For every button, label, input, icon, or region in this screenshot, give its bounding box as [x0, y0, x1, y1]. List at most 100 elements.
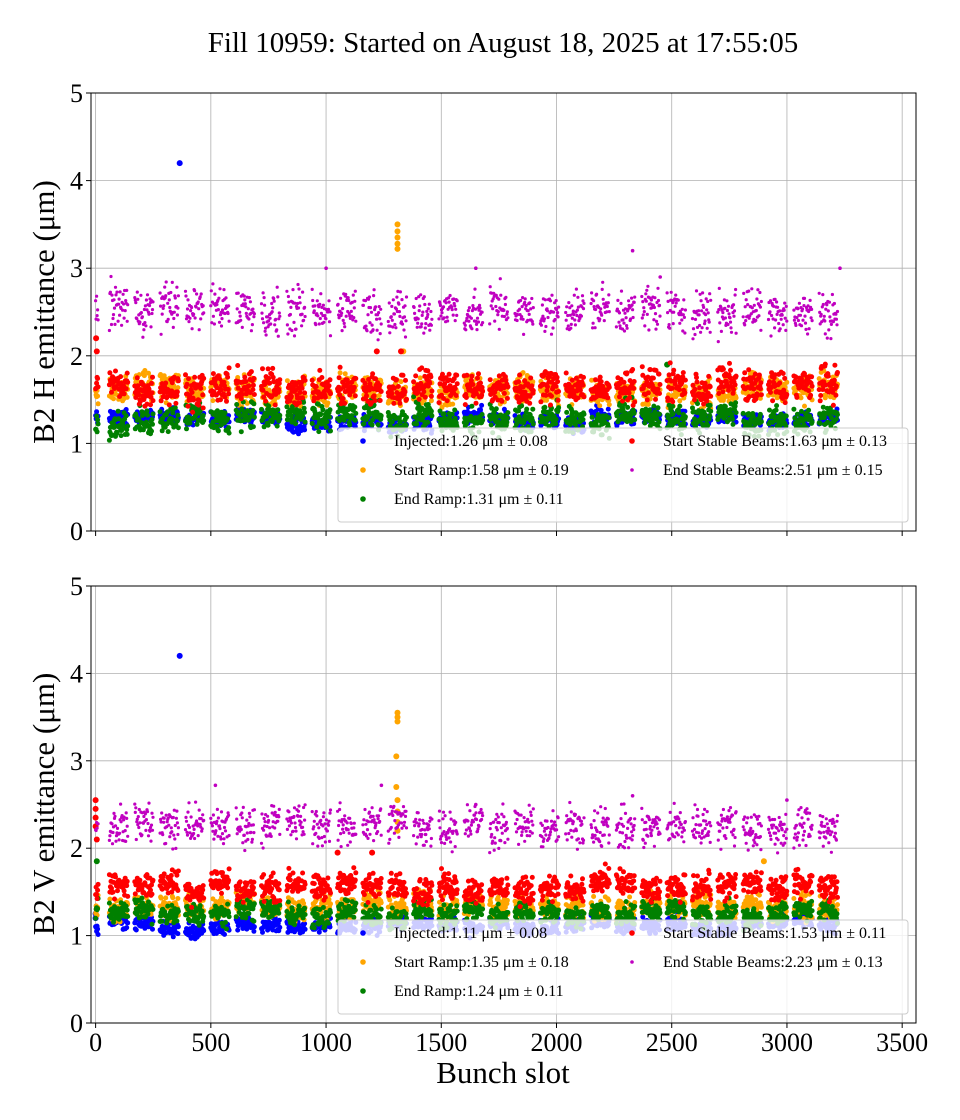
- data-point: [202, 311, 206, 315]
- data-point: [448, 293, 452, 298]
- data-point: [758, 392, 764, 398]
- data-point: [404, 396, 409, 402]
- data-point: [452, 407, 458, 413]
- data-point: [375, 328, 379, 332]
- data-point: [247, 317, 251, 321]
- data-point: [276, 295, 280, 299]
- data-point: [225, 386, 231, 392]
- data-point: [95, 421, 101, 427]
- data-point: [125, 423, 131, 429]
- data-point: [139, 311, 143, 315]
- data-point: [378, 332, 382, 336]
- data-point: [439, 314, 443, 318]
- data-point: [303, 314, 307, 319]
- data-point: [527, 312, 531, 316]
- data-point: [159, 304, 163, 308]
- data-point: [806, 388, 812, 394]
- data-point: [467, 319, 471, 323]
- data-point: [368, 321, 372, 325]
- data-point: [416, 321, 420, 325]
- data-point: [632, 399, 638, 405]
- data-point: [114, 293, 118, 297]
- data-point: [453, 319, 457, 323]
- data-point: [220, 308, 225, 312]
- data-point: [344, 292, 348, 296]
- data-point: [138, 320, 142, 324]
- data-point: [549, 393, 554, 399]
- data-point: [192, 312, 196, 316]
- outlier-point: [93, 335, 100, 342]
- data-point: [481, 321, 485, 325]
- data-point: [702, 412, 708, 418]
- data-point: [818, 393, 824, 398]
- data-point: [682, 377, 688, 383]
- data-point: [321, 303, 325, 307]
- data-point: [653, 396, 658, 402]
- data-point: [606, 415, 612, 421]
- data-point: [545, 384, 550, 390]
- data-point: [580, 417, 586, 422]
- data-point: [159, 332, 163, 336]
- data-point: [161, 306, 165, 310]
- data-point: [347, 298, 351, 303]
- data-point: [226, 425, 232, 431]
- data-point: [277, 311, 281, 315]
- data-point: [757, 411, 763, 417]
- data-point: [758, 419, 764, 425]
- data-point: [498, 277, 502, 281]
- data-point: [111, 313, 116, 317]
- data-point: [175, 313, 179, 317]
- data-point: [372, 288, 376, 292]
- data-point: [144, 298, 148, 302]
- data-point: [315, 299, 319, 303]
- data-point: [176, 306, 180, 310]
- data-point: [217, 296, 221, 300]
- data-point: [250, 424, 256, 430]
- data-point: [108, 290, 112, 294]
- data-point: [499, 398, 505, 404]
- data-point: [419, 325, 423, 329]
- data-point: [149, 417, 155, 422]
- data-point: [314, 323, 318, 327]
- data-point: [349, 309, 353, 313]
- data-point: [169, 416, 175, 422]
- data-point: [117, 297, 121, 301]
- data-point: [95, 417, 101, 423]
- data-point: [193, 316, 197, 320]
- data-point: [606, 384, 612, 390]
- data-point: [758, 380, 764, 386]
- data-point: [802, 403, 807, 409]
- data-point: [412, 305, 416, 309]
- data-point: [833, 392, 839, 398]
- data-point: [262, 296, 266, 300]
- data-point: [424, 322, 428, 326]
- data-point: [235, 363, 241, 368]
- data-point: [378, 389, 384, 394]
- data-point: [174, 418, 180, 424]
- data-point: [426, 307, 430, 311]
- data-point: [322, 394, 328, 400]
- data-point: [145, 412, 150, 418]
- data-point: [238, 396, 244, 402]
- data-point: [548, 402, 553, 408]
- data-point: [369, 310, 374, 314]
- data-point: [493, 319, 497, 323]
- data-point: [503, 302, 507, 307]
- data-point: [542, 404, 548, 410]
- data-point: [478, 380, 483, 386]
- data-point: [429, 309, 433, 314]
- data-point: [284, 378, 290, 384]
- data-point: [341, 318, 345, 322]
- data-point: [502, 308, 506, 312]
- data-point: [191, 397, 197, 403]
- data-point: [141, 335, 145, 339]
- data-point: [197, 307, 201, 311]
- data-point: [581, 411, 587, 417]
- data-point: [310, 287, 314, 291]
- data-point: [288, 393, 294, 399]
- data-point: [464, 328, 468, 332]
- data-point: [657, 391, 662, 396]
- data-point: [261, 291, 265, 295]
- data-point: [393, 322, 397, 327]
- data-point: [421, 310, 425, 314]
